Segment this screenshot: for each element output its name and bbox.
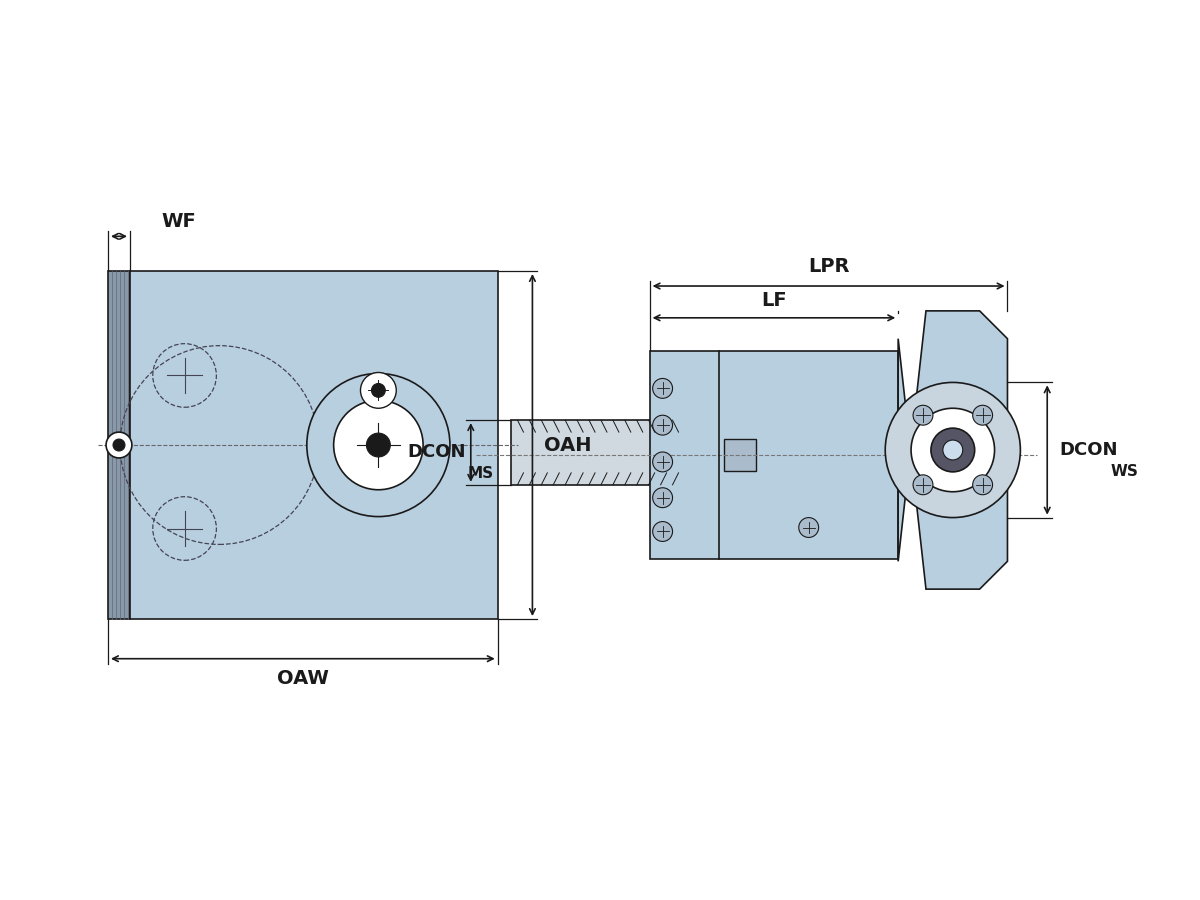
Circle shape [307,374,450,517]
Circle shape [973,475,992,495]
Circle shape [653,452,672,472]
Circle shape [653,488,672,508]
Circle shape [366,433,390,457]
Circle shape [653,415,672,435]
Circle shape [653,378,672,399]
Bar [108,271,130,619]
Text: LPR: LPR [808,257,850,276]
Text: OAH: OAH [545,436,592,454]
Text: LF: LF [761,291,787,310]
Circle shape [943,440,962,460]
Circle shape [913,475,932,495]
Circle shape [653,522,672,542]
Circle shape [106,432,132,458]
Circle shape [799,518,818,537]
Bar [679,440,701,470]
Circle shape [113,439,125,451]
Circle shape [334,400,424,490]
Text: DCON: DCON [1060,441,1117,459]
Bar [510,420,679,485]
Circle shape [911,409,995,491]
Text: WF: WF [161,212,196,231]
Circle shape [360,373,396,409]
Text: DCON: DCON [407,444,466,462]
Bar [725,439,756,471]
Circle shape [913,405,932,425]
Circle shape [886,382,1020,518]
Text: OAW: OAW [277,669,329,688]
Polygon shape [898,310,1008,590]
Circle shape [931,428,974,472]
Circle shape [973,405,992,425]
Bar [130,271,498,619]
Text: MS: MS [468,466,494,482]
Bar [649,351,898,559]
Text: WS: WS [1111,464,1139,479]
Circle shape [372,383,385,397]
